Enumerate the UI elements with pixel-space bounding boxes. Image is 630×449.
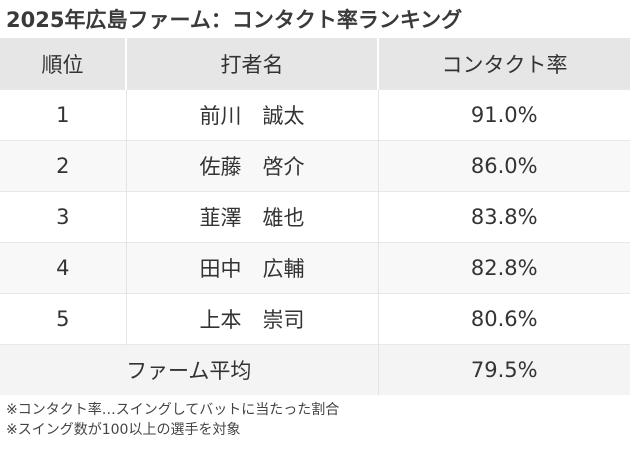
batter-name-cell: 田中 広輔 bbox=[126, 242, 379, 294]
footnote-criteria: ※スイング数が100以上の選手を対象 bbox=[6, 422, 241, 438]
table-row: 5 上本 崇司 80.6% bbox=[0, 293, 630, 345]
contact-rate-cell: 83.8% bbox=[378, 191, 630, 243]
table-row: 2 佐藤 啓介 86.0% bbox=[0, 140, 630, 192]
batter-name: 前川 誠太 bbox=[199, 104, 305, 128]
batter-name: 韮澤 雄也 bbox=[199, 206, 305, 230]
ranking-table: 順位 打者名 コンタクト率 1 前川 誠太 91.0% 2 佐藤 啓介 86.0… bbox=[0, 38, 630, 395]
table-row: 4 田中 広輔 82.8% bbox=[0, 242, 630, 294]
contact-rate-cell: 80.6% bbox=[378, 293, 630, 345]
contact-rate-cell: 82.8% bbox=[378, 242, 630, 294]
contact-rate-cell: 86.0% bbox=[378, 140, 630, 192]
table-header-row: 順位 打者名 コンタクト率 bbox=[0, 38, 630, 90]
header-contact-rate: コンタクト率 bbox=[378, 38, 630, 90]
batter-name: 田中 広輔 bbox=[199, 257, 305, 281]
header-rank: 順位 bbox=[0, 38, 127, 90]
table-row: 1 前川 誠太 91.0% bbox=[0, 89, 630, 141]
batter-name-cell: 佐藤 啓介 bbox=[126, 140, 379, 192]
batter-name-cell: 前川 誠太 bbox=[126, 89, 379, 141]
batter-name-cell: 韮澤 雄也 bbox=[126, 191, 379, 243]
batter-name-cell: 上本 崇司 bbox=[126, 293, 379, 345]
footnotes: ※コンタクト率…スイングしてバットに当たった割合 ※スイング数が100以上の選手… bbox=[6, 400, 339, 440]
average-label-cell: ファーム平均 bbox=[0, 344, 379, 395]
rank-cell: 2 bbox=[0, 140, 127, 192]
table-row: 3 韮澤 雄也 83.8% bbox=[0, 191, 630, 243]
batter-name: 上本 崇司 bbox=[199, 308, 305, 332]
rank-cell: 1 bbox=[0, 89, 127, 141]
rank-cell: 3 bbox=[0, 191, 127, 243]
average-rate-cell: 79.5% bbox=[378, 344, 630, 395]
page-title: 2025年広島ファーム：コンタクト率ランキング bbox=[6, 8, 463, 32]
header-name: 打者名 bbox=[126, 38, 379, 90]
footnote-definition: ※コンタクト率…スイングしてバットに当たった割合 bbox=[6, 402, 340, 418]
rank-cell: 4 bbox=[0, 242, 127, 294]
batter-name: 佐藤 啓介 bbox=[199, 155, 305, 179]
rank-cell: 5 bbox=[0, 293, 127, 345]
contact-rate-cell: 91.0% bbox=[378, 89, 630, 141]
average-row: ファーム平均 79.5% bbox=[0, 344, 630, 395]
